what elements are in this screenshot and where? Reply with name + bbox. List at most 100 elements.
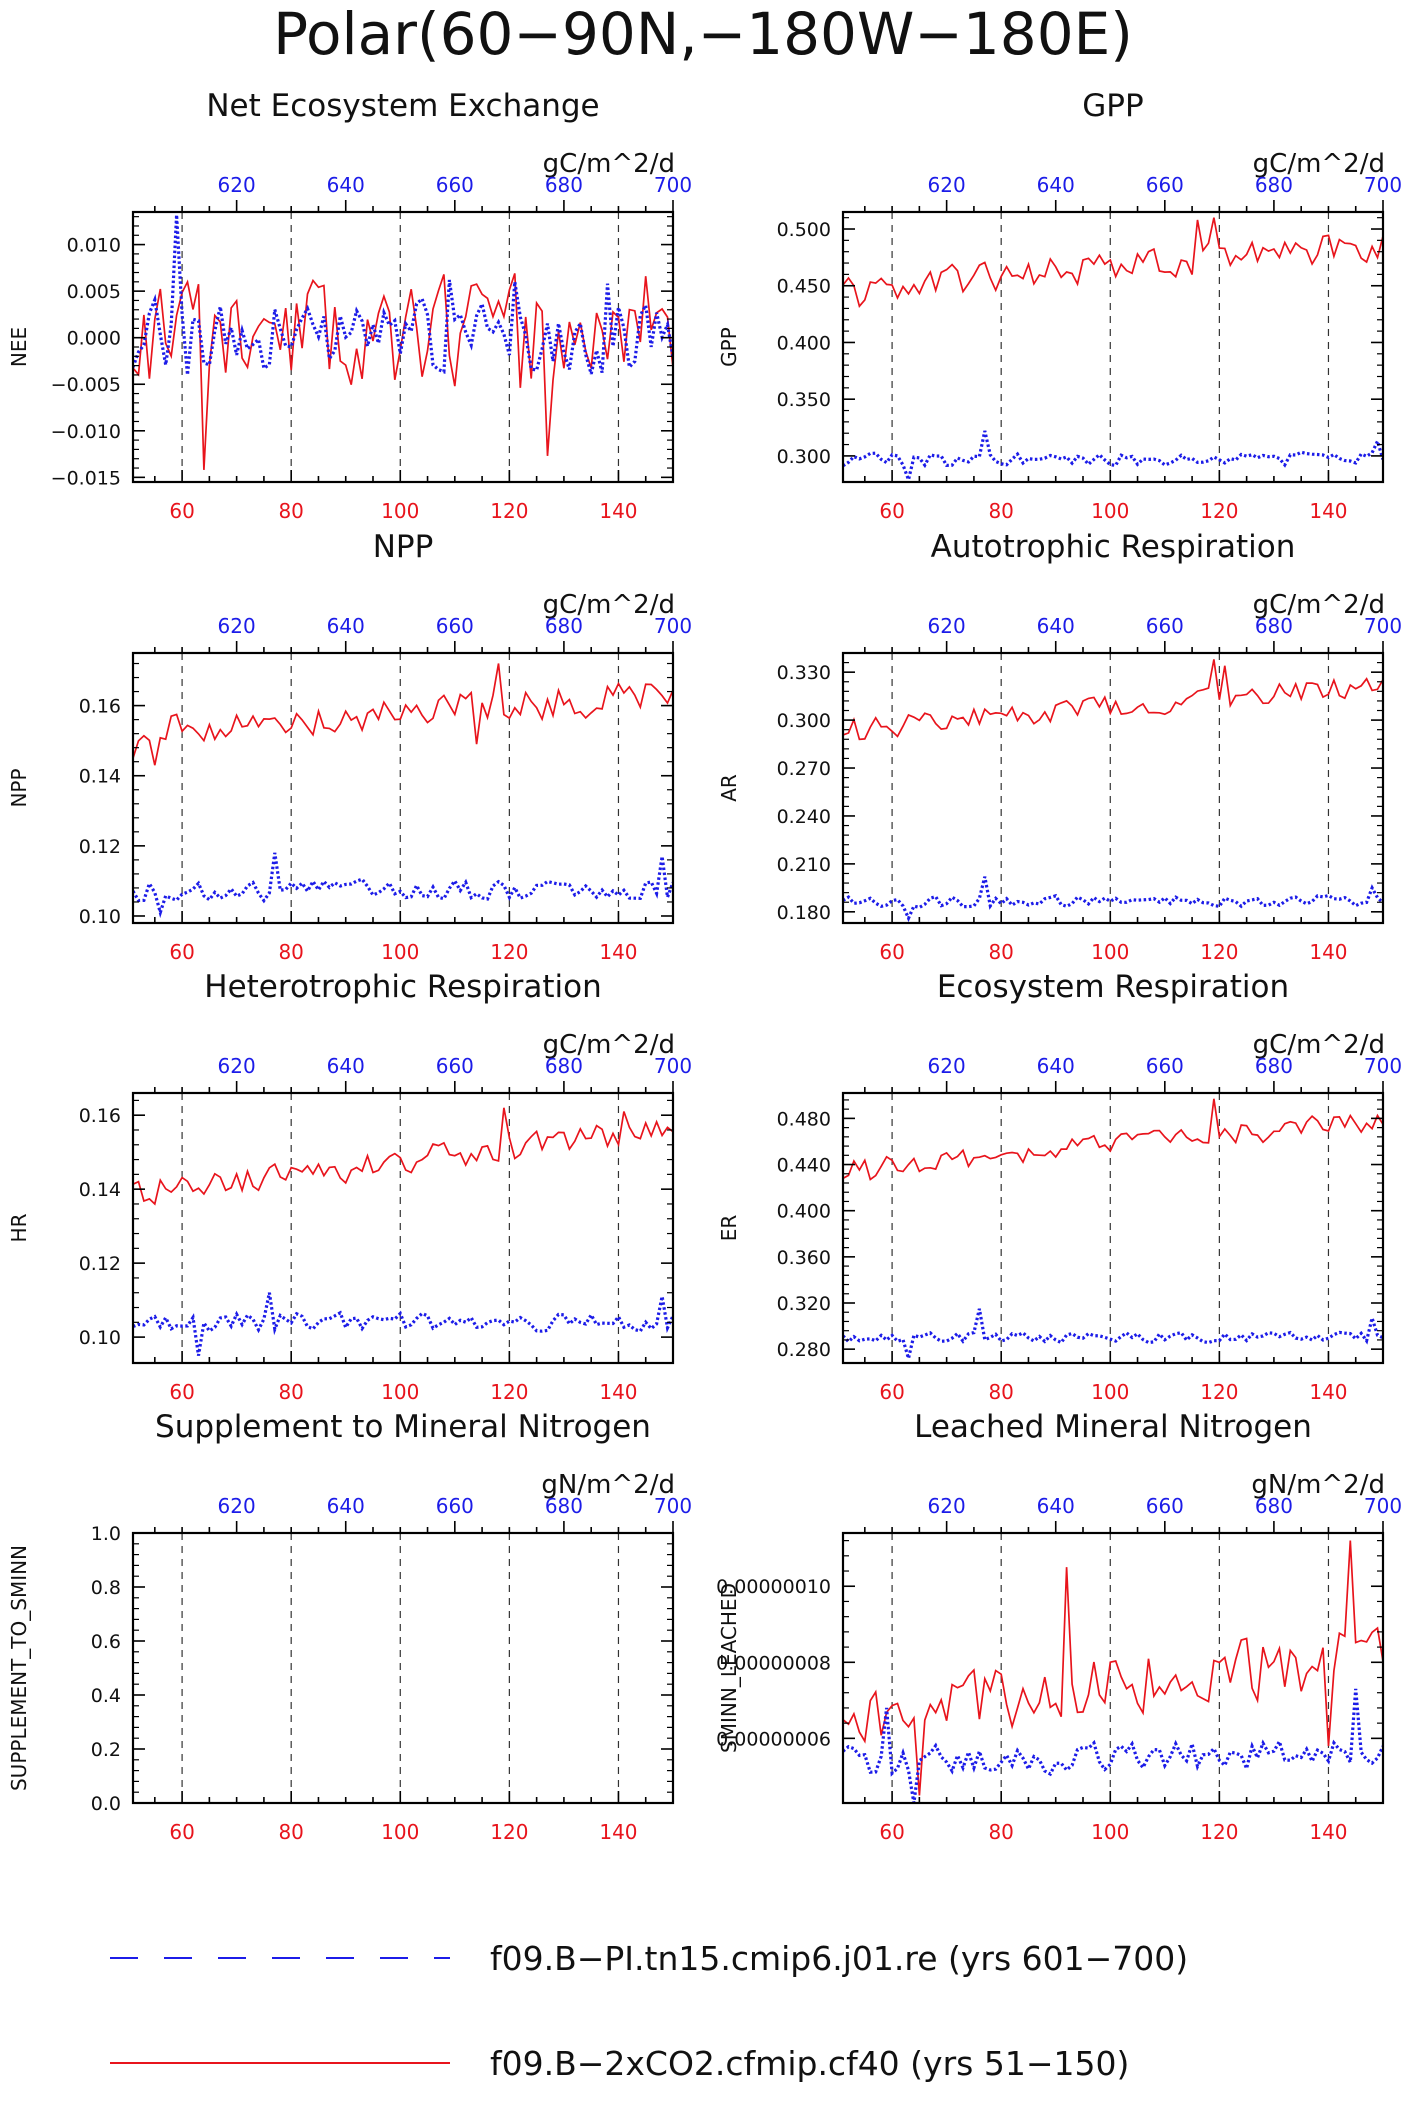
chart-panel-4: Autotrophic Respiration gC/m^2/d AR 60 80 100… bbox=[717, 529, 1402, 964]
x-tick-label: 80 bbox=[278, 1820, 303, 1844]
x2-tick-label: 640 bbox=[1037, 614, 1075, 638]
x2-tick-label: 660 bbox=[436, 614, 474, 638]
y-tick-label: 0.10 bbox=[79, 906, 121, 928]
x2-tick-label: 660 bbox=[1146, 1494, 1184, 1518]
y-tick-label: 1.0 bbox=[91, 1523, 121, 1545]
y-tick-label: 0.350 bbox=[777, 389, 831, 411]
x2-tick-label: 700 bbox=[654, 614, 692, 638]
x-tick-label: 60 bbox=[879, 1820, 904, 1844]
plot-frame bbox=[841, 210, 1385, 484]
y-axis-label: SUPPLEMENT_TO_SMINN bbox=[7, 1545, 31, 1791]
x-tick-label: 120 bbox=[1200, 1820, 1238, 1844]
y-tick-label: 0.280 bbox=[777, 1339, 831, 1361]
units-label: gN/m^2/d bbox=[1251, 1470, 1385, 1500]
y-tick-label: 0.12 bbox=[79, 1253, 121, 1275]
plot-frame bbox=[131, 1091, 675, 1365]
y-tick-label: 0.005 bbox=[67, 281, 121, 303]
x2-tick-label: 640 bbox=[327, 173, 365, 197]
x2-tick-label: 640 bbox=[1037, 1494, 1075, 1518]
x-tick-label: 80 bbox=[988, 499, 1013, 523]
chart-panel-5: Heterotrophic Respiration gC/m^2/d HR 60 80 1… bbox=[7, 969, 692, 1404]
y-tick-label: 0.8 bbox=[91, 1577, 121, 1599]
y-tick-label: 0.440 bbox=[777, 1155, 831, 1177]
x2-tick-label: 620 bbox=[928, 173, 966, 197]
units-label: gC/m^2/d bbox=[543, 149, 675, 179]
panel-title: Autotrophic Respiration bbox=[931, 529, 1296, 565]
x-tick-label: 60 bbox=[879, 940, 904, 964]
x-tick-label: 100 bbox=[1091, 499, 1129, 523]
y-axis-label: ER bbox=[717, 1215, 741, 1242]
series-pi-line bbox=[843, 430, 1383, 482]
plot-frame bbox=[131, 1531, 675, 1805]
y-tick-label: −0.015 bbox=[51, 467, 121, 489]
units-label: gC/m^2/d bbox=[543, 590, 675, 620]
x2-tick-label: 660 bbox=[1146, 614, 1184, 638]
x2-tick-label: 660 bbox=[1146, 1054, 1184, 1078]
units-label: gC/m^2/d bbox=[1253, 149, 1385, 179]
chart-panel-7: Supplement to Mineral Nitrogen gN/m^2/d SU… bbox=[7, 1409, 692, 1844]
x2-tick-label: 660 bbox=[436, 173, 474, 197]
plot-frame bbox=[841, 1531, 1385, 1805]
y-tick-label: 0.14 bbox=[79, 766, 121, 788]
x-tick-label: 80 bbox=[988, 940, 1013, 964]
y-tick-label: 0.16 bbox=[79, 1105, 121, 1127]
legend-label: f09.B−2xCO2.cfmip.cf40 (yrs 51−150) bbox=[490, 2044, 1129, 2083]
x-tick-label: 80 bbox=[988, 1380, 1013, 1404]
panel-title: Ecosystem Respiration bbox=[937, 969, 1289, 1005]
series-pi-line bbox=[133, 852, 673, 919]
plot-frame bbox=[131, 651, 675, 925]
y-tick-label: 0.0 bbox=[91, 1793, 121, 1815]
series-2xco2-line bbox=[133, 1107, 673, 1206]
units-label: gC/m^2/d bbox=[543, 1030, 675, 1060]
x2-tick-label: 680 bbox=[545, 1054, 583, 1078]
y-tick-label: 0.10 bbox=[79, 1327, 121, 1349]
x-tick-label: 100 bbox=[1091, 1820, 1129, 1844]
x-tick-label: 80 bbox=[988, 1820, 1013, 1844]
x-tick-label: 60 bbox=[169, 1820, 194, 1844]
legend: f09.B−PI.tn15.cmip6.j01.re (yrs 601−700)… bbox=[110, 1939, 1188, 2083]
x2-tick-label: 620 bbox=[218, 173, 256, 197]
chart-panel-6: Ecosystem Respiration gC/m^2/d ER 60 80 100 12… bbox=[717, 969, 1402, 1404]
x-tick-label: 100 bbox=[1091, 1380, 1129, 1404]
y-tick-label: 0.500 bbox=[777, 219, 831, 241]
y-axis-label: NPP bbox=[7, 768, 31, 807]
series-2xco2-line bbox=[133, 663, 673, 766]
series-pi-line bbox=[133, 1292, 673, 1356]
y-tick-label: 0.00000006 bbox=[716, 1728, 831, 1750]
plot-frame bbox=[841, 651, 1385, 925]
y-tick-label: 0.400 bbox=[777, 1201, 831, 1223]
x-tick-label: 60 bbox=[169, 499, 194, 523]
legend-entry-1: f09.B−PI.tn15.cmip6.j01.re (yrs 601−700) bbox=[110, 1939, 1188, 1978]
y-axis-label: SMINN_LEACHED bbox=[717, 1583, 741, 1753]
x-tick-label: 140 bbox=[1309, 1380, 1347, 1404]
x2-tick-label: 680 bbox=[545, 173, 583, 197]
y-tick-label: 0.300 bbox=[777, 710, 831, 732]
y-tick-label: −0.010 bbox=[51, 421, 121, 443]
x-tick-label: 140 bbox=[1309, 499, 1347, 523]
y-tick-label: 0.000 bbox=[67, 328, 121, 350]
y-tick-label: 0.12 bbox=[79, 836, 121, 858]
x-tick-label: 140 bbox=[1309, 940, 1347, 964]
x-tick-label: 80 bbox=[278, 499, 303, 523]
y-tick-label: 0.180 bbox=[777, 902, 831, 924]
x-tick-label: 80 bbox=[278, 1380, 303, 1404]
x2-tick-label: 700 bbox=[1364, 173, 1402, 197]
y-tick-label: 0.450 bbox=[777, 276, 831, 298]
x2-tick-label: 700 bbox=[1364, 614, 1402, 638]
y-tick-label: 0.480 bbox=[777, 1108, 831, 1130]
x2-tick-label: 620 bbox=[928, 1054, 966, 1078]
x2-tick-label: 620 bbox=[218, 1054, 256, 1078]
y-tick-label: 0.00000010 bbox=[716, 1576, 831, 1598]
x-tick-label: 100 bbox=[381, 499, 419, 523]
x2-tick-label: 680 bbox=[1255, 1494, 1293, 1518]
x-tick-label: 140 bbox=[599, 1820, 637, 1844]
y-tick-label: 0.330 bbox=[777, 662, 831, 684]
units-label: gC/m^2/d bbox=[1253, 590, 1385, 620]
x2-tick-label: 620 bbox=[928, 614, 966, 638]
y-axis-label: AR bbox=[717, 774, 741, 802]
series-pi-line bbox=[843, 876, 1383, 923]
x-tick-label: 80 bbox=[278, 940, 303, 964]
y-tick-label: 0.210 bbox=[777, 854, 831, 876]
x2-tick-label: 640 bbox=[327, 1494, 365, 1518]
y-tick-label: 0.16 bbox=[79, 696, 121, 718]
